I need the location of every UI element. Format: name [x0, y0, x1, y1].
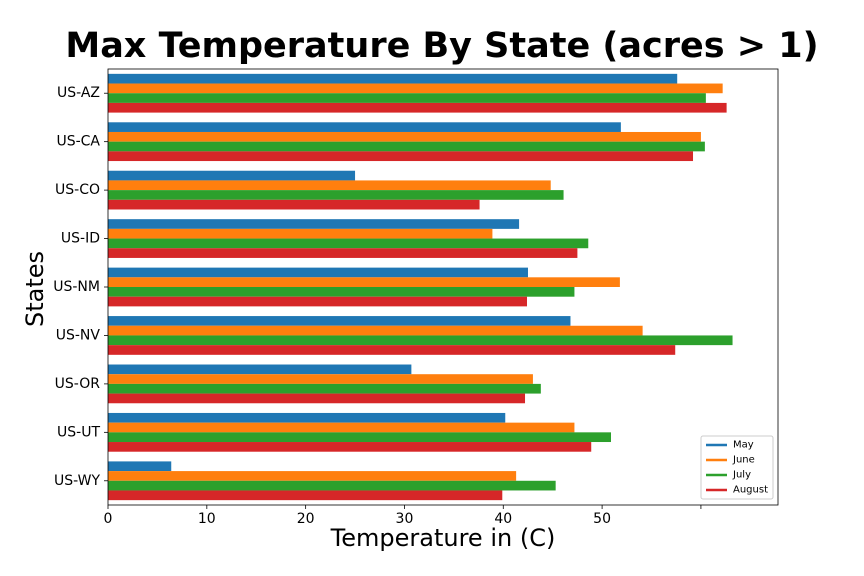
- x-tick-label: 20: [297, 511, 315, 527]
- bar-us-wy-may: [108, 461, 172, 472]
- y-tick-label: US-CO: [55, 182, 100, 198]
- x-tick-label: 30: [396, 511, 414, 527]
- bar-us-az-august: [108, 102, 727, 113]
- legend-box: [700, 435, 774, 500]
- y-tick-label: US-WY: [54, 473, 100, 489]
- bar-us-nv-june: [108, 325, 643, 336]
- legend-label-august: August: [733, 485, 768, 496]
- x-tick-label: 10: [198, 511, 216, 527]
- bar-us-co-june: [108, 180, 551, 191]
- bar-us-ca-june: [108, 131, 701, 142]
- legend-label-may: May: [733, 440, 754, 451]
- bar-us-ut-august: [108, 442, 592, 452]
- x-tick-label: 40: [494, 511, 512, 527]
- bar-us-or-august: [108, 393, 526, 404]
- bar-us-nm-june: [108, 277, 620, 287]
- bar-us-nv-july: [108, 335, 733, 346]
- bar-us-or-june: [108, 374, 533, 384]
- bar-us-id-june: [108, 228, 493, 239]
- bar-us-ut-may: [108, 412, 506, 423]
- bar-us-id-july: [108, 238, 589, 249]
- bar-us-ut-july: [108, 432, 611, 443]
- bar-us-nv-august: [108, 345, 676, 355]
- y-tick-label: US-AZ: [57, 85, 100, 101]
- bar-us-nm-july: [108, 287, 575, 297]
- bar-us-az-june: [108, 83, 723, 94]
- bar-us-az-may: [108, 73, 678, 84]
- bar-us-wy-august: [108, 490, 503, 501]
- bar-us-id-august: [108, 248, 578, 258]
- y-tick-label: US-NV: [56, 327, 101, 343]
- bar-us-co-august: [108, 199, 480, 210]
- chart-title: Max Temperature By State (acres > 1): [65, 26, 819, 66]
- y-tick-label: US-ID: [61, 231, 100, 247]
- legend-label-july: July: [732, 470, 751, 481]
- bar-us-co-july: [108, 190, 564, 200]
- x-axis-label: Temperature in (C): [330, 524, 556, 552]
- bar-us-ca-july: [108, 141, 705, 152]
- y-tick-label: US-NM: [53, 279, 100, 295]
- x-tick-label: 50: [593, 511, 611, 527]
- y-tick-label: US-OR: [55, 376, 101, 392]
- bar-us-az-july: [108, 93, 706, 103]
- y-tick-label: US-UT: [57, 424, 100, 440]
- bar-us-or-may: [108, 364, 412, 375]
- bar-us-wy-june: [108, 471, 517, 481]
- x-tick-label: 0: [104, 511, 113, 527]
- bar-us-nv-may: [108, 316, 571, 326]
- y-tick-label: US-CA: [56, 134, 100, 150]
- bar-us-or-july: [108, 383, 541, 394]
- bar-us-ca-august: [108, 151, 694, 162]
- bar-us-wy-july: [108, 480, 556, 491]
- bar-us-ca-may: [108, 122, 621, 132]
- bar-us-nm-august: [108, 296, 527, 307]
- bar-us-id-may: [108, 219, 520, 229]
- bar-us-co-may: [108, 170, 356, 181]
- legend-label-june: June: [732, 455, 755, 466]
- bar-us-nm-may: [108, 267, 528, 278]
- bar-us-ut-june: [108, 422, 575, 433]
